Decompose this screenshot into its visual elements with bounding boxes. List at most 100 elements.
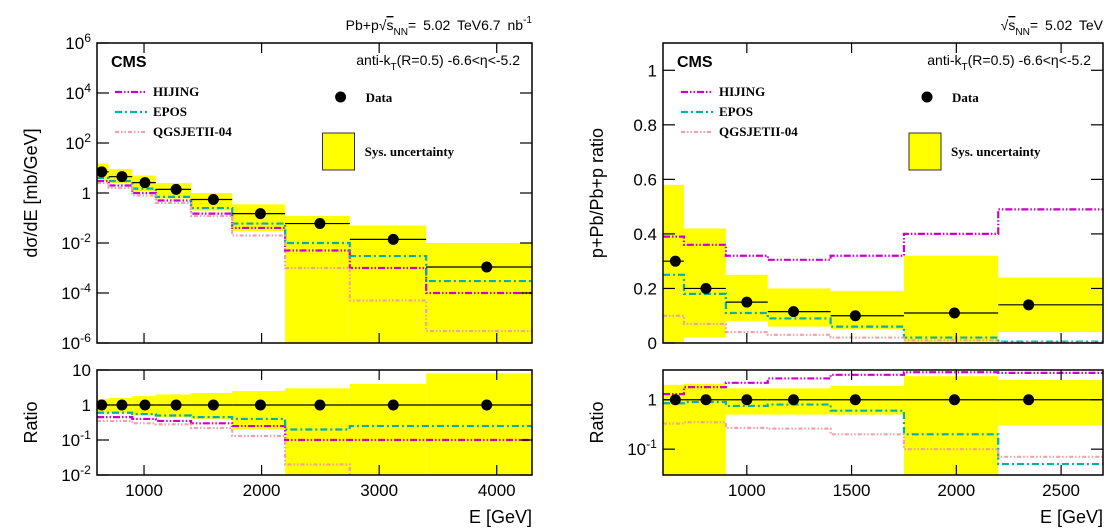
data-point bbox=[1023, 299, 1035, 311]
sys-box bbox=[830, 291, 904, 330]
text-part: 6.7 nb bbox=[481, 17, 523, 33]
sys-box bbox=[683, 228, 726, 338]
x-tick-label: 1500 bbox=[833, 481, 871, 500]
text-part: k bbox=[954, 52, 962, 68]
model-line bbox=[97, 419, 351, 475]
model-line bbox=[663, 371, 1103, 396]
model-line bbox=[663, 273, 1103, 343]
y-tick-label: 0.6 bbox=[633, 170, 657, 189]
data-point bbox=[788, 306, 800, 318]
text-part: -6 bbox=[80, 331, 91, 345]
sys-box bbox=[903, 255, 999, 343]
text-part: -2 bbox=[80, 463, 91, 477]
x-tick-label: 1000 bbox=[125, 481, 163, 500]
data-point bbox=[254, 208, 266, 220]
legend-swatch bbox=[908, 132, 942, 171]
y-tick-label: 1 bbox=[82, 184, 91, 203]
text-part: NN bbox=[1015, 27, 1030, 38]
model-line bbox=[97, 181, 532, 333]
y-axis-label: Ratio bbox=[587, 401, 607, 443]
sys-box bbox=[426, 373, 532, 475]
sys-box bbox=[767, 388, 831, 415]
sys-box bbox=[767, 288, 831, 327]
data-point bbox=[254, 399, 266, 411]
sys-box bbox=[663, 384, 684, 475]
data-point bbox=[948, 394, 960, 406]
text-part: k bbox=[383, 52, 391, 68]
data-point bbox=[97, 166, 108, 178]
y-axis-label: Ratio bbox=[21, 401, 41, 443]
legend-label: Sys. uncertainty bbox=[365, 144, 455, 159]
text-part: s bbox=[1008, 17, 1015, 33]
text-part: = 5.02 TeV bbox=[1030, 17, 1104, 33]
cms-logo: CMS bbox=[677, 54, 713, 71]
text-part: anti- bbox=[927, 52, 955, 68]
x-tick-label: 1000 bbox=[728, 481, 766, 500]
legend-label: Data bbox=[366, 90, 393, 105]
y-tick-label: 0.8 bbox=[633, 116, 657, 135]
data-point bbox=[669, 255, 681, 267]
data-point bbox=[207, 193, 219, 205]
model-line bbox=[663, 208, 1103, 261]
y-tick-label: 0.4 bbox=[633, 225, 657, 244]
legend-label: QGSJETII-04 bbox=[719, 124, 798, 139]
sys-box bbox=[903, 376, 999, 475]
model-line bbox=[97, 176, 532, 283]
text-part: √ bbox=[379, 17, 387, 33]
model-line bbox=[663, 421, 1103, 458]
x-tick-label: 2500 bbox=[1042, 481, 1080, 500]
data-point bbox=[314, 399, 326, 411]
text-part: s bbox=[386, 17, 393, 33]
y-tick-label: 10-6 bbox=[61, 331, 91, 353]
y-tick-label: 10-4 bbox=[61, 281, 91, 303]
x-axis-label: E [GeV] bbox=[1040, 507, 1103, 527]
y-tick-label: 0.2 bbox=[633, 279, 657, 298]
text-part: (R=0.5) -6.6<η<-5.2 bbox=[397, 52, 521, 68]
text-part: -1 bbox=[646, 437, 657, 451]
text-part: -1 bbox=[80, 428, 91, 442]
legend-swatch bbox=[921, 91, 933, 103]
legend-swatch bbox=[322, 132, 356, 171]
frame bbox=[662, 369, 1104, 476]
plot-area bbox=[663, 184, 1103, 343]
plot-area bbox=[97, 163, 532, 343]
text-part: 10 bbox=[61, 234, 80, 253]
data-point bbox=[387, 399, 399, 411]
data-point bbox=[788, 394, 800, 406]
sys-box bbox=[998, 380, 1103, 426]
legend-label: QGSJETII-04 bbox=[153, 124, 232, 139]
x-axis-label: E [GeV] bbox=[469, 507, 532, 527]
legend-label: Data bbox=[952, 90, 979, 105]
text-part: 10 bbox=[627, 440, 646, 459]
model-line bbox=[97, 179, 532, 295]
data-point bbox=[139, 399, 151, 411]
y-tick-label: 106 bbox=[65, 31, 91, 53]
legend-label: Sys. uncertainty bbox=[951, 144, 1041, 159]
data-point bbox=[314, 218, 326, 230]
frame bbox=[96, 369, 533, 476]
data-point bbox=[481, 399, 493, 411]
text-part: T bbox=[961, 62, 967, 73]
y-tick-label: 10-2 bbox=[61, 463, 91, 485]
data-point bbox=[1023, 394, 1035, 406]
y-tick-label: 10 bbox=[72, 361, 91, 380]
sys-box bbox=[232, 391, 286, 430]
data-point bbox=[387, 233, 399, 245]
header: √sNN= 5.02 TeV bbox=[1001, 17, 1104, 38]
legend-label: EPOS bbox=[719, 104, 753, 119]
x-tick-label: 2000 bbox=[243, 481, 281, 500]
data-point bbox=[849, 394, 861, 406]
data-point bbox=[170, 399, 182, 411]
text-part: 10 bbox=[65, 34, 84, 53]
plot-area bbox=[663, 371, 1103, 475]
model-line bbox=[663, 314, 1103, 343]
jet-label: anti-kT(R=0.5) -6.6<η<-5.2 bbox=[356, 52, 520, 73]
data-point bbox=[481, 261, 493, 273]
sys-box bbox=[349, 383, 427, 475]
y-tick-label: 1 bbox=[82, 396, 91, 415]
sys-box bbox=[285, 216, 350, 343]
text-part: T bbox=[390, 62, 396, 73]
text-part: 10 bbox=[65, 134, 84, 153]
text-part: -2 bbox=[80, 231, 91, 245]
